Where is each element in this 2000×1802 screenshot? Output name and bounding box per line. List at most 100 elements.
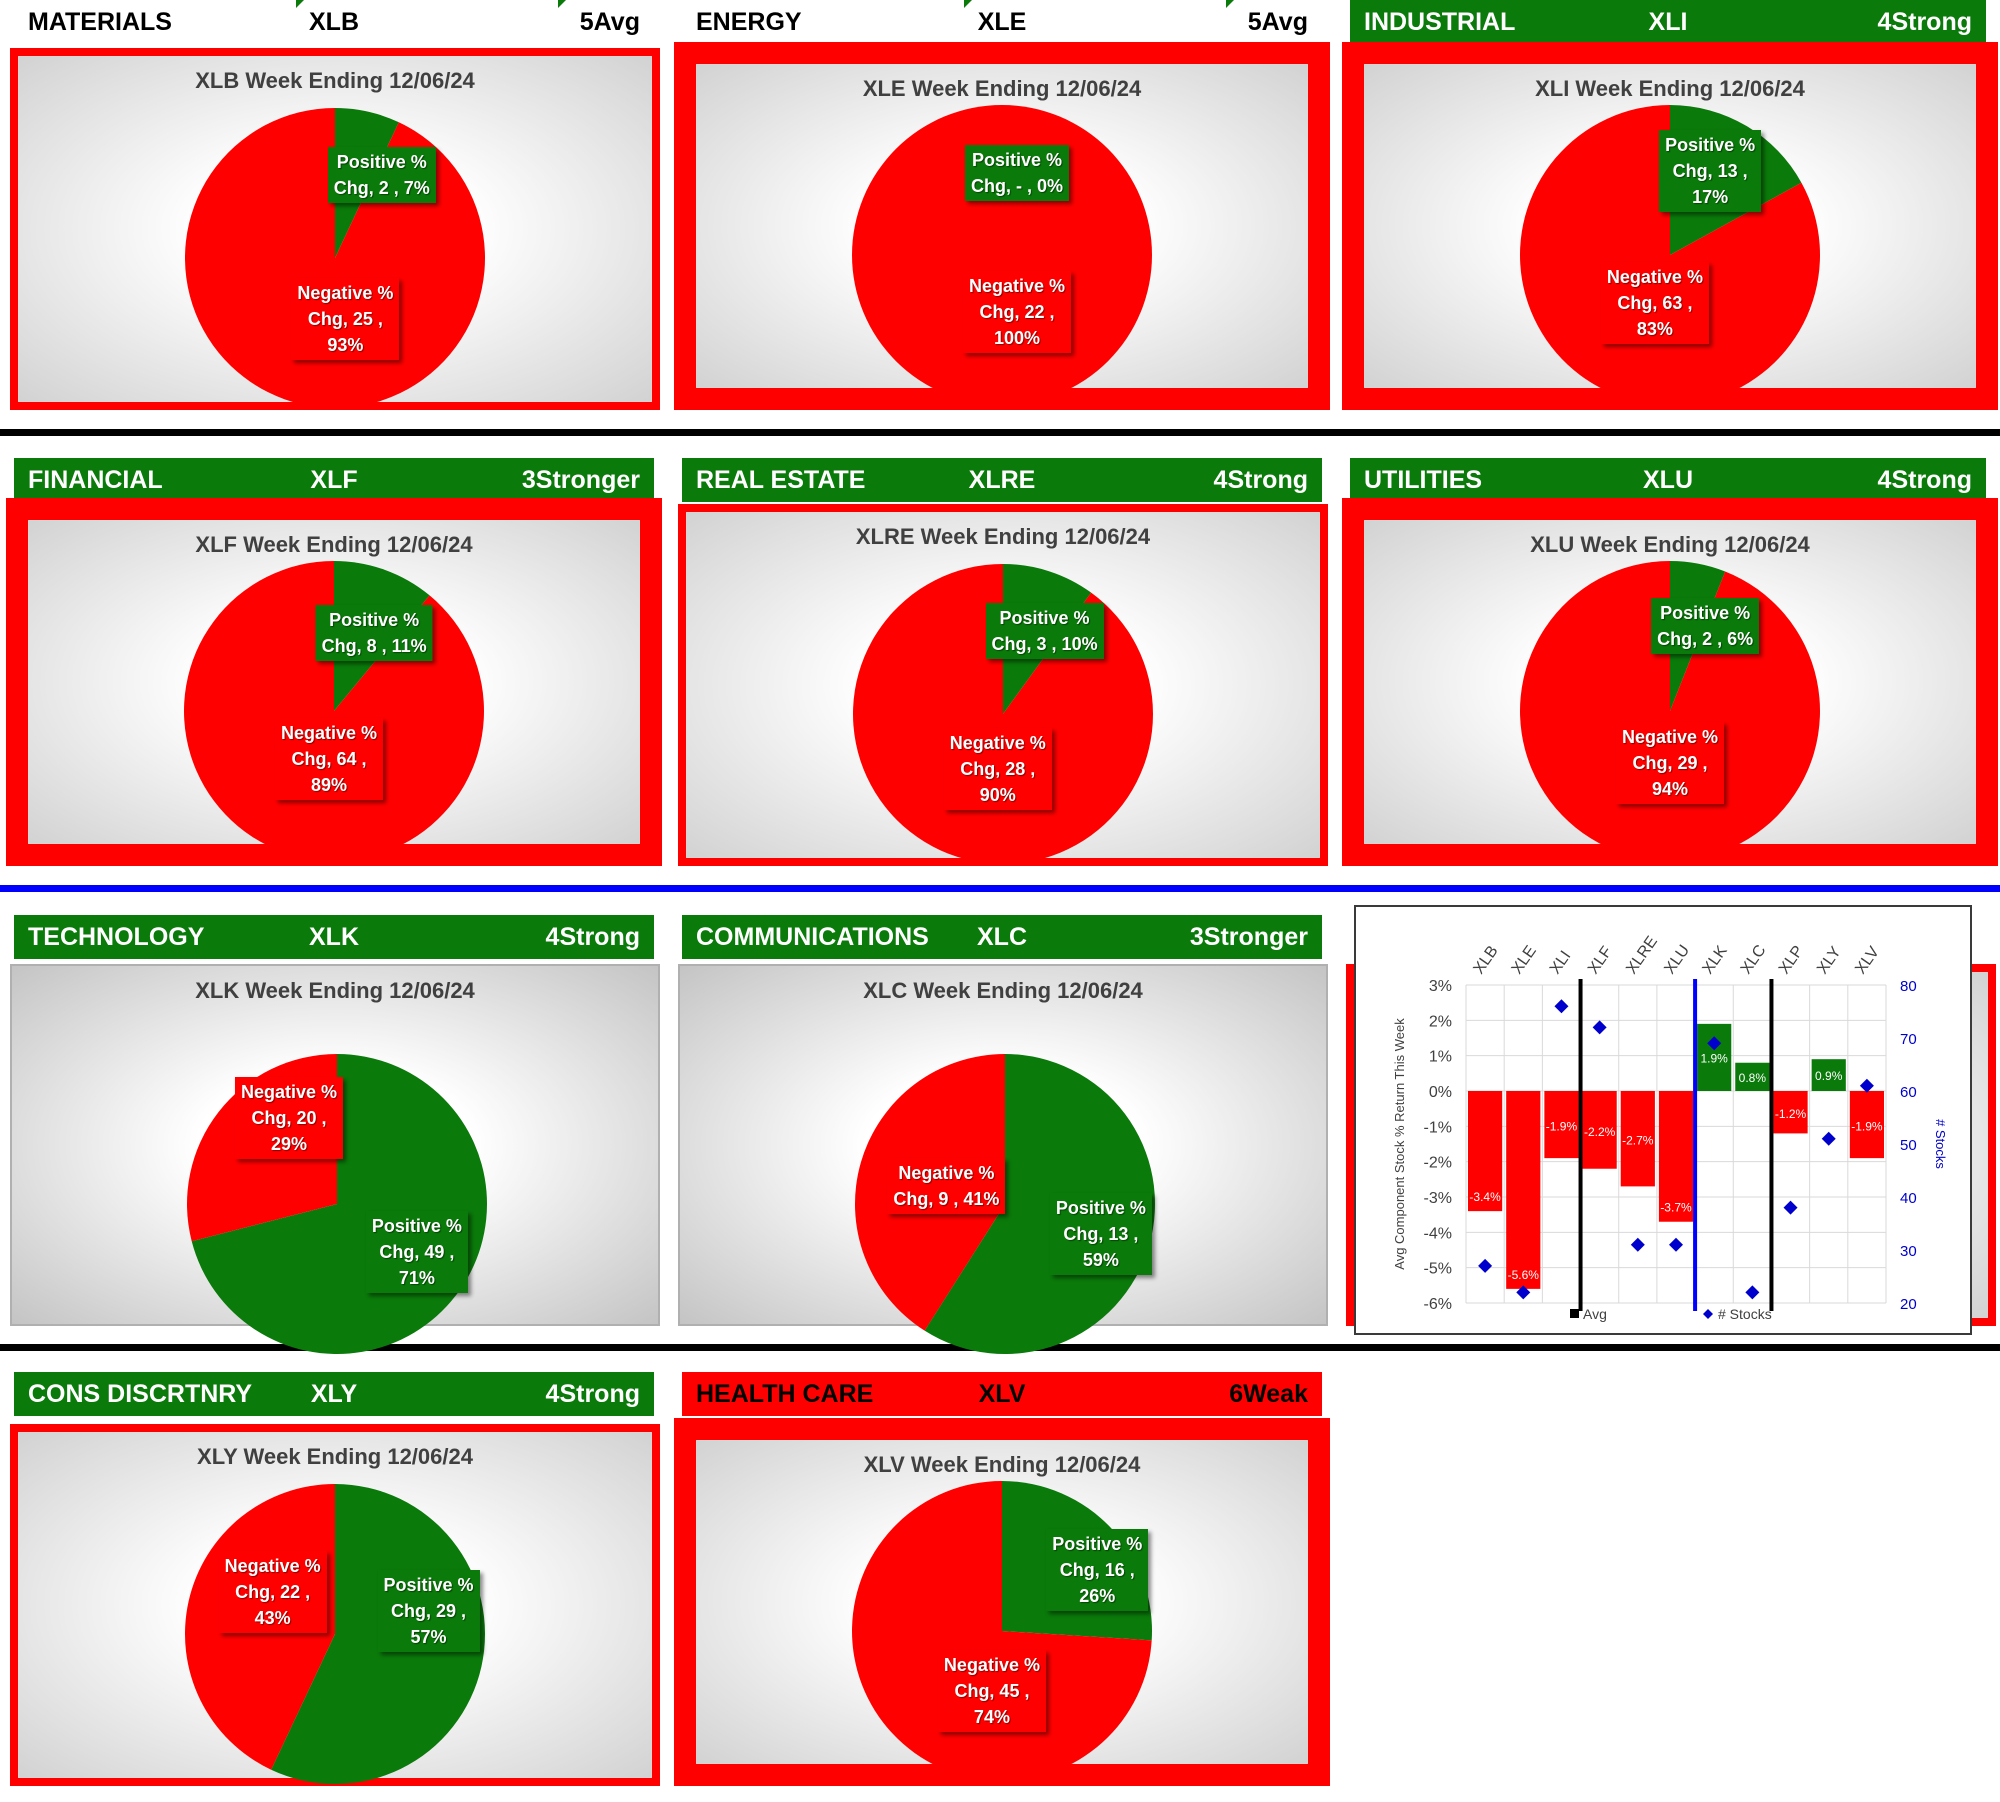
sector-name: CONS DISCRTNRY bbox=[28, 1379, 253, 1408]
sector-name: INDUSTRIAL bbox=[1364, 7, 1516, 36]
avg-return-data-label: -1.9% bbox=[1546, 1120, 1578, 1134]
legend-stocks-swatch bbox=[1703, 1309, 1713, 1319]
data-label-line: Chg, 2 , 7% bbox=[333, 177, 430, 198]
pie-title: XLK Week Ending 12/06/24 bbox=[195, 978, 475, 1003]
sector-ticker: XLC bbox=[977, 922, 1027, 951]
pie-slice-negative bbox=[852, 105, 1152, 405]
data-label-line: Chg, 13 , bbox=[1063, 1223, 1139, 1244]
stock-count-marker bbox=[1516, 1285, 1531, 1300]
stock-count-marker bbox=[1592, 1020, 1607, 1035]
stock-count-marker bbox=[1554, 999, 1569, 1014]
y-tick-label: -3% bbox=[1424, 1190, 1452, 1207]
data-label-line: Negative % bbox=[241, 1082, 338, 1103]
data-label-line: 43% bbox=[254, 1608, 291, 1629]
y-tick-label: 1% bbox=[1429, 1049, 1452, 1066]
y2-tick-label: 40 bbox=[1900, 1190, 1917, 1207]
data-label-line: 74% bbox=[973, 1707, 1010, 1728]
y-tick-label: -1% bbox=[1424, 1119, 1452, 1136]
sector-name: REAL ESTATE bbox=[696, 465, 866, 494]
y2-tick-label: 20 bbox=[1900, 1296, 1917, 1313]
pie-panel-xlb: XLB Week Ending 12/06/24 Positive % Chg, 2… bbox=[10, 48, 660, 410]
sector-ticker: XLV bbox=[978, 1379, 1026, 1408]
sector-header-xlre: REAL ESTATE XLRE 4Strong bbox=[682, 458, 1322, 502]
data-label-line: Negative % bbox=[1621, 727, 1719, 747]
y-tick-label: -4% bbox=[1424, 1225, 1452, 1242]
sector-header-xlc: COMMUNICATIONS XLC 3Stronger bbox=[682, 915, 1322, 959]
pie-title: XLU Week Ending 12/06/24 bbox=[1530, 532, 1810, 557]
data-label-line: Chg, 20 , bbox=[251, 1108, 327, 1129]
data-label-line: Negative % bbox=[949, 733, 1046, 754]
sector-rating: 4Strong bbox=[545, 922, 640, 951]
data-label-line: 94% bbox=[1651, 779, 1689, 799]
y-tick-label: -6% bbox=[1424, 1296, 1452, 1313]
negative-data-label: Negative % Chg, 9 , 41% bbox=[887, 1158, 1006, 1215]
avg-return-data-label: -3.7% bbox=[1660, 1201, 1692, 1215]
pie-panel-xly: XLY Week Ending 12/06/24 Positive % Chg, 2… bbox=[10, 1424, 660, 1786]
sector-ticker: XLE bbox=[977, 7, 1027, 36]
y-tick-label: -5% bbox=[1424, 1261, 1452, 1278]
data-label-line: Chg, 8 , 11% bbox=[321, 636, 427, 657]
pie-panel-inner: XLI Week Ending 12/06/24 Positive % Chg, 1… bbox=[1364, 64, 1976, 406]
y2-tick-label: 50 bbox=[1900, 1137, 1917, 1154]
indicator-flag bbox=[296, 0, 304, 8]
data-label-line: Negative % bbox=[898, 1163, 995, 1184]
avg-return-data-label: -2.2% bbox=[1584, 1125, 1616, 1139]
stock-count-marker bbox=[1783, 1200, 1798, 1215]
data-label-line: Chg, - , 0% bbox=[971, 176, 1064, 197]
x-category-label: XLE bbox=[1509, 943, 1540, 978]
data-label-line: Negative % bbox=[1606, 266, 1703, 287]
data-label-line: 71% bbox=[398, 1267, 435, 1288]
avg-return-bar bbox=[1582, 1091, 1617, 1169]
data-label-line: Positive % bbox=[1660, 603, 1751, 624]
pie-title: XLF Week Ending 12/06/24 bbox=[195, 532, 473, 557]
positive-data-label: Positive % Chg, 29 , 57% bbox=[377, 1570, 480, 1653]
avg-return-data-label: -1.9% bbox=[1851, 1120, 1883, 1134]
pie-title: XLC Week Ending 12/06/24 bbox=[863, 978, 1143, 1003]
avg-return-bar bbox=[1506, 1091, 1541, 1289]
negative-data-label: Negative % Chg, 28 , 90% bbox=[943, 728, 1052, 811]
positive-data-label: Positive % Chg, 2 , 7% bbox=[327, 146, 436, 203]
avg-return-data-label: -2.7% bbox=[1622, 1134, 1654, 1148]
x-category-label: XLF bbox=[1585, 943, 1616, 977]
data-label-line: 100% bbox=[994, 328, 1041, 349]
sector-ticker: XLF bbox=[310, 465, 358, 494]
sector-header-xlk: TECHNOLOGY XLK 4Strong bbox=[14, 915, 654, 959]
x-category-label: XLY bbox=[1814, 943, 1845, 977]
y-tick-label: 2% bbox=[1429, 1013, 1452, 1030]
legend-stocks-label: # Stocks bbox=[1718, 1306, 1772, 1322]
sector-rating: 4Strong bbox=[1213, 465, 1308, 494]
data-label-line: Chg, 29 , bbox=[391, 1601, 467, 1622]
negative-data-label: Negative % Chg, 64 , 89% bbox=[274, 717, 383, 800]
sector-header-xlb: MATERIALS XLB 5Avg bbox=[14, 0, 654, 44]
pie-panel-inner: XLB Week Ending 12/06/24 Positive % Chg, 2… bbox=[18, 56, 652, 408]
sector-header-xli: INDUSTRIAL XLI 4Strong bbox=[1350, 0, 1986, 44]
sector-rating: 4Strong bbox=[1877, 7, 1972, 36]
avg-return-bar bbox=[1620, 1091, 1655, 1187]
data-label-line: 90% bbox=[979, 785, 1016, 806]
pie-title: XLV Week Ending 12/06/24 bbox=[863, 1452, 1141, 1477]
pie-panel-inner: XLV Week Ending 12/06/24 Positive % Chg, 1… bbox=[696, 1440, 1308, 1781]
sector-rating: 5Avg bbox=[579, 7, 640, 36]
pie-panel-xlk: XLK Week Ending 12/06/24 Positive % Chg, 4… bbox=[10, 964, 660, 1354]
sector-ticker: XLY bbox=[310, 1379, 358, 1408]
stock-count-marker bbox=[1669, 1237, 1683, 1252]
sector-summary-svg: 3% 2% 1% 0% -1% -2% -3% -4% -5% -6% 80 70 60 50 40 30 20… bbox=[1392, 933, 1948, 1322]
sector-name: MATERIALS bbox=[28, 7, 172, 36]
sector-rating: 4Strong bbox=[545, 1379, 640, 1408]
pie-slice-positive bbox=[924, 1054, 1155, 1354]
stock-count-marker bbox=[1821, 1131, 1836, 1146]
sector-rating: 4Strong bbox=[1877, 465, 1972, 494]
data-label-line: Chg, 2 , 6% bbox=[1657, 629, 1754, 650]
pie-panel-inner: XLY Week Ending 12/06/24 Positive % Chg, 2… bbox=[18, 1432, 652, 1784]
positive-data-label: Positive % Chg, - , 0% bbox=[965, 145, 1070, 202]
avg-return-data-label: -5.6% bbox=[1508, 1268, 1540, 1282]
data-label-line: Chg, 9 , 41% bbox=[893, 1189, 1000, 1210]
sector-header-xlf: FINANCIAL XLF 3Stronger bbox=[14, 458, 654, 502]
negative-data-label: Negative % Chg, 20 , 29% bbox=[235, 1077, 344, 1160]
data-label-line: Negative % bbox=[297, 282, 394, 303]
y2-tick-label: 80 bbox=[1900, 978, 1917, 995]
sector-name: ENERGY bbox=[696, 7, 802, 36]
pie-chart bbox=[852, 105, 1152, 405]
data-label-line: Positive % bbox=[1055, 1197, 1146, 1218]
avg-return-bar bbox=[1697, 1023, 1732, 1091]
